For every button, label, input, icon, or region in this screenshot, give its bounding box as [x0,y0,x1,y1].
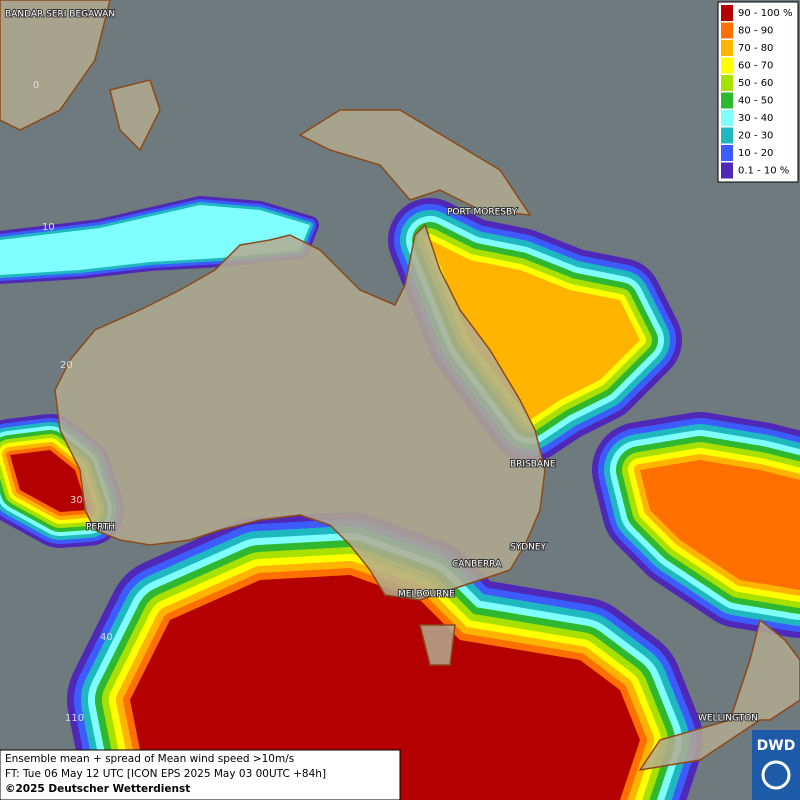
city-label: BANDAR SERI BEGAWAN [5,10,115,20]
legend-swatch [721,110,733,126]
grid-label: 20 [60,360,73,371]
city-label: SYDNEY [510,543,547,553]
grid-label: 40 [100,632,113,643]
caption-box [0,749,401,801]
land [0,0,800,772]
city-label: PERTH [86,523,115,533]
legend-label: 10 - 20 [738,148,773,159]
legend-swatch [721,22,733,39]
caption-line: ©2025 Deutscher Wetterdienst [5,783,190,795]
city-label: MELBOURNE [398,590,455,600]
legend-swatch [721,40,733,56]
legend-swatch [721,127,733,144]
legend-swatch [721,92,733,109]
legend-swatch [721,75,733,91]
legend-swatch [721,145,733,161]
legend-label: 30 - 40 [738,113,773,124]
grid-label: 30 [70,495,83,506]
legend-swatch [721,57,733,74]
legend-label: 0.1 - 10 % [738,166,789,177]
legend-label: 20 - 30 [738,131,773,142]
city-label: WELLINGTON [698,714,758,724]
grid-label: 10 [42,222,55,233]
legend-label: 40 - 50 [738,96,773,107]
legend-swatch [721,162,733,179]
city-label: BRISBANE [510,460,556,470]
caption-line: FT: Tue 06 May 12 UTC [ICON EPS 2025 May… [5,768,326,780]
city-label: CANBERRA [452,560,502,570]
legend-label: 50 - 60 [738,78,773,89]
legend-label: 60 - 70 [738,61,773,72]
legend-label: 90 - 100 % [738,8,792,19]
legend-swatch [721,5,733,21]
logo-swirl [761,760,791,790]
legend: 90 - 100 % 80 - 90 70 - 80 60 - 70 50 - 60 40… [717,1,799,183]
legend-label: 70 - 80 [738,43,773,54]
city-label: PORT MORESBY [447,208,518,218]
grid-label: 110 [65,713,84,724]
logo: DWD [757,738,796,754]
caption-line: Ensemble mean + spread of Mean wind spee… [5,753,294,765]
legend-label: 80 - 90 [738,26,773,37]
grid-label: 0 [33,80,39,91]
